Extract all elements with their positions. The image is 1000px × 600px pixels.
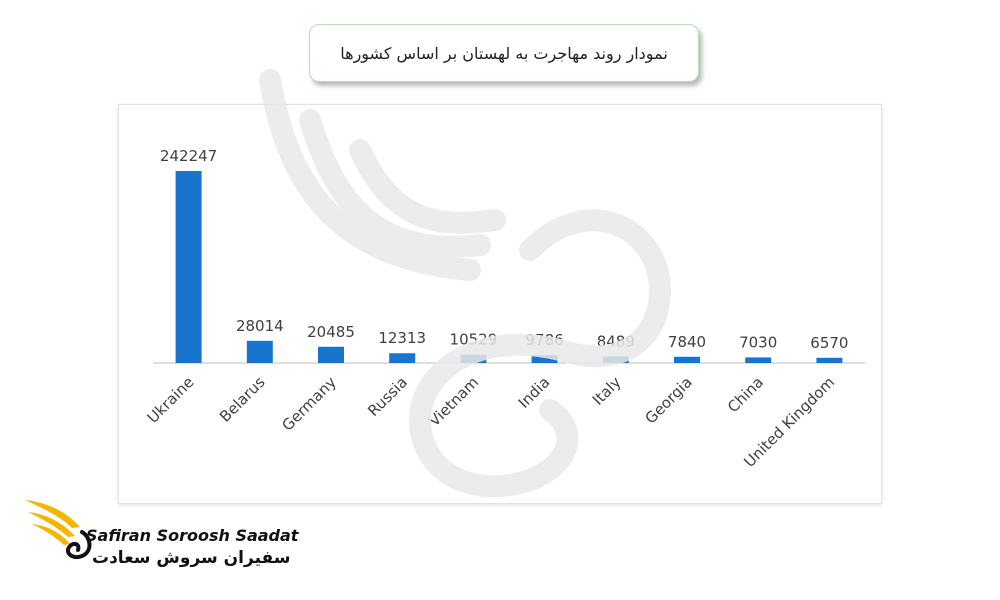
x-tick-label: Russia bbox=[364, 373, 411, 420]
data-label: 7030 bbox=[739, 333, 777, 351]
bar-italy bbox=[602, 356, 629, 363]
x-tick-label: China bbox=[724, 373, 767, 416]
brand-name-en: Safiran Soroosh Saadat bbox=[86, 526, 299, 545]
data-label: 6570 bbox=[810, 334, 848, 352]
data-label: 9786 bbox=[526, 331, 564, 349]
chart-area: 242247 Ukraine 28014 Belarus 20485 Germany 123… bbox=[118, 104, 882, 504]
chart-title-box: نمودار روند مهاجرت به لهستان بر اساس کشو… bbox=[309, 24, 699, 82]
bar-united-kingdom bbox=[816, 357, 843, 363]
bar-georgia bbox=[674, 356, 700, 363]
data-label: 7840 bbox=[668, 333, 706, 351]
x-tick-label: Germany bbox=[278, 373, 340, 435]
brand-logo: Safiran Soroosh Saadat سفیران سروش سعادت bbox=[20, 492, 320, 592]
x-tick-label: Belarus bbox=[216, 373, 269, 426]
x-tick-label: Ukraine bbox=[144, 373, 198, 427]
data-label: 12313 bbox=[378, 329, 426, 347]
bar-russia bbox=[389, 353, 416, 363]
data-label: 8489 bbox=[597, 332, 635, 350]
brand-name-fa: سفیران سروش سعادت bbox=[92, 548, 291, 568]
bar-belarus bbox=[246, 340, 273, 363]
data-label: 28014 bbox=[236, 317, 284, 335]
chart-title: نمودار روند مهاجرت به لهستان بر اساس کشو… bbox=[340, 43, 668, 63]
x-tick-label: Georgia bbox=[642, 373, 696, 427]
x-tick-label: Italy bbox=[589, 373, 625, 409]
x-tick-label: Vietnam bbox=[425, 373, 482, 430]
bar-china bbox=[745, 357, 772, 363]
bar-ukraine bbox=[175, 171, 202, 363]
bar-germany bbox=[318, 346, 344, 363]
wing-logo-icon bbox=[25, 500, 92, 559]
bar-chart: 242247 Ukraine 28014 Belarus 20485 Germany 123… bbox=[144, 147, 865, 471]
bar-vietnam bbox=[460, 354, 487, 363]
data-label: 10529 bbox=[450, 331, 498, 349]
data-label: 20485 bbox=[307, 323, 355, 341]
data-label: 242247 bbox=[160, 147, 217, 165]
bar-india bbox=[531, 355, 558, 363]
x-tick-label: India bbox=[515, 373, 554, 412]
